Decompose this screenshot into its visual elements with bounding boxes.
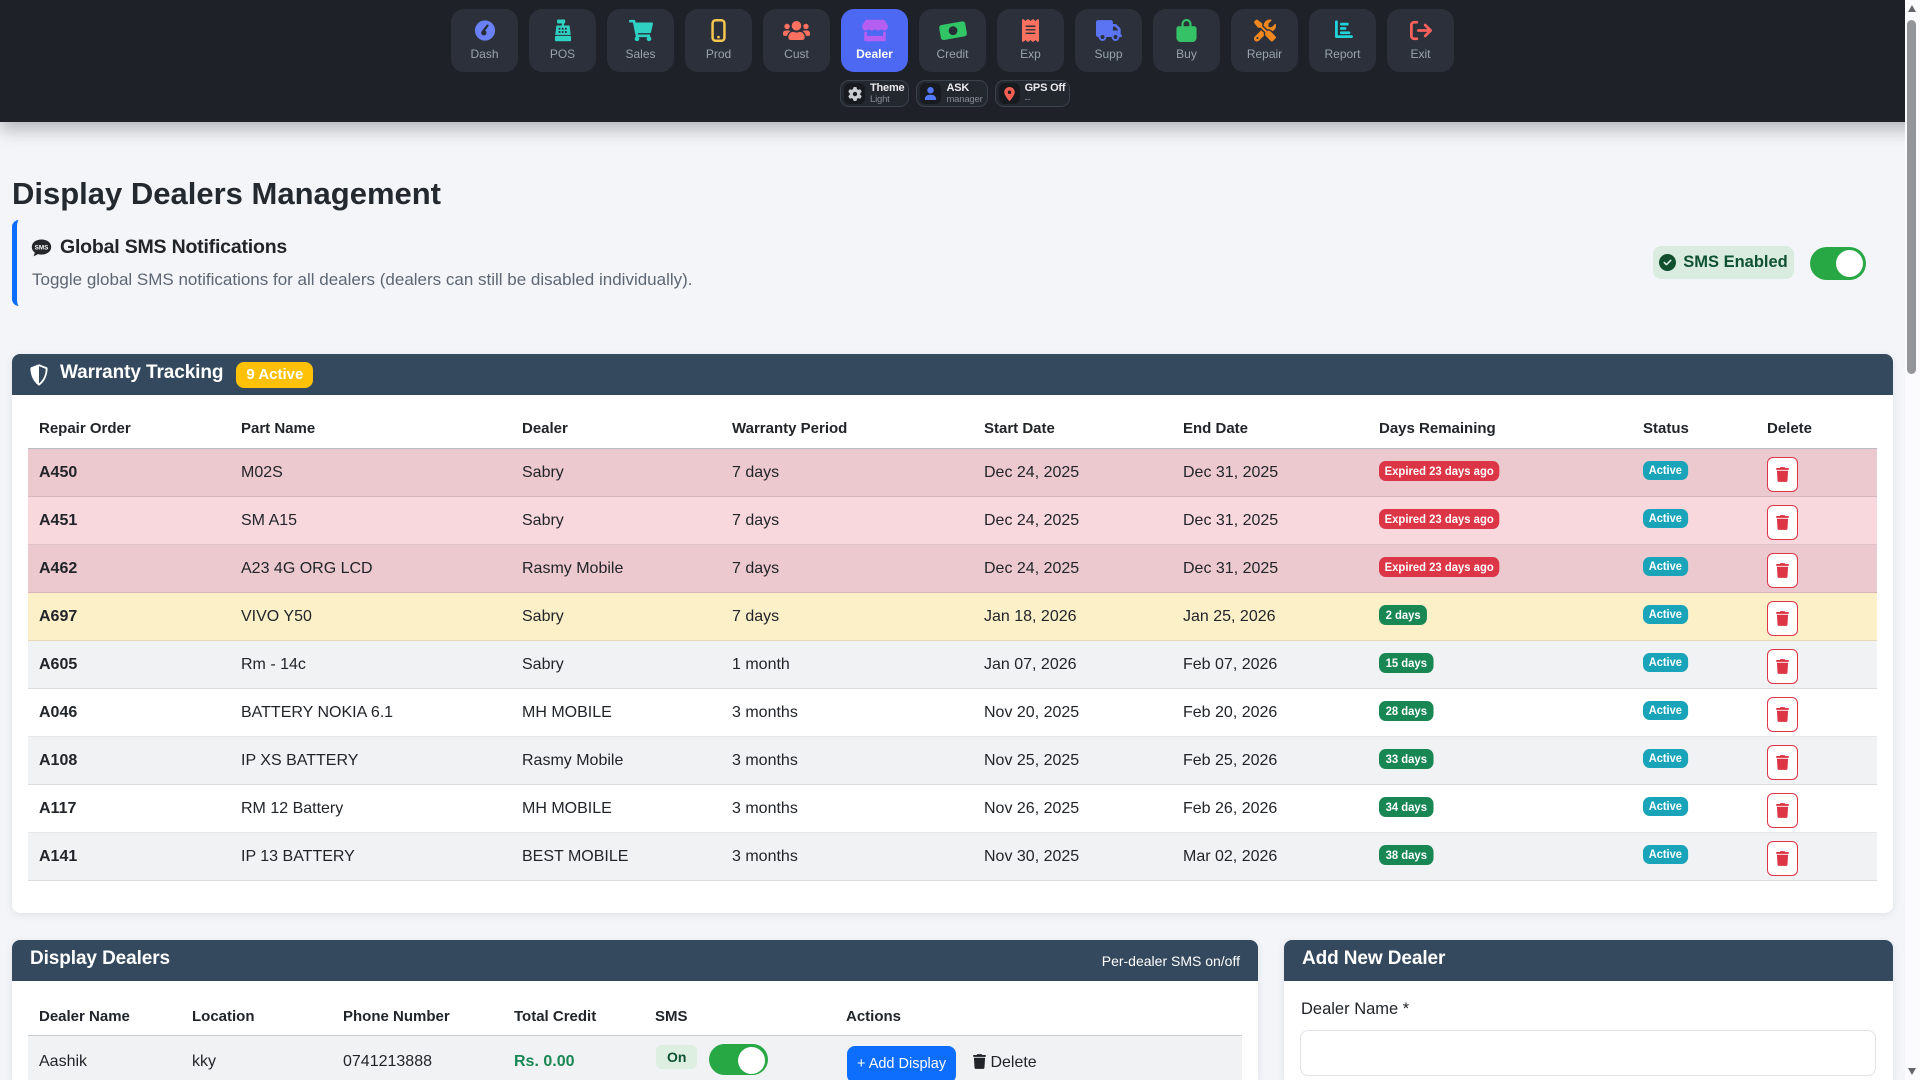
svg-text:SMS: SMS [35,244,49,251]
